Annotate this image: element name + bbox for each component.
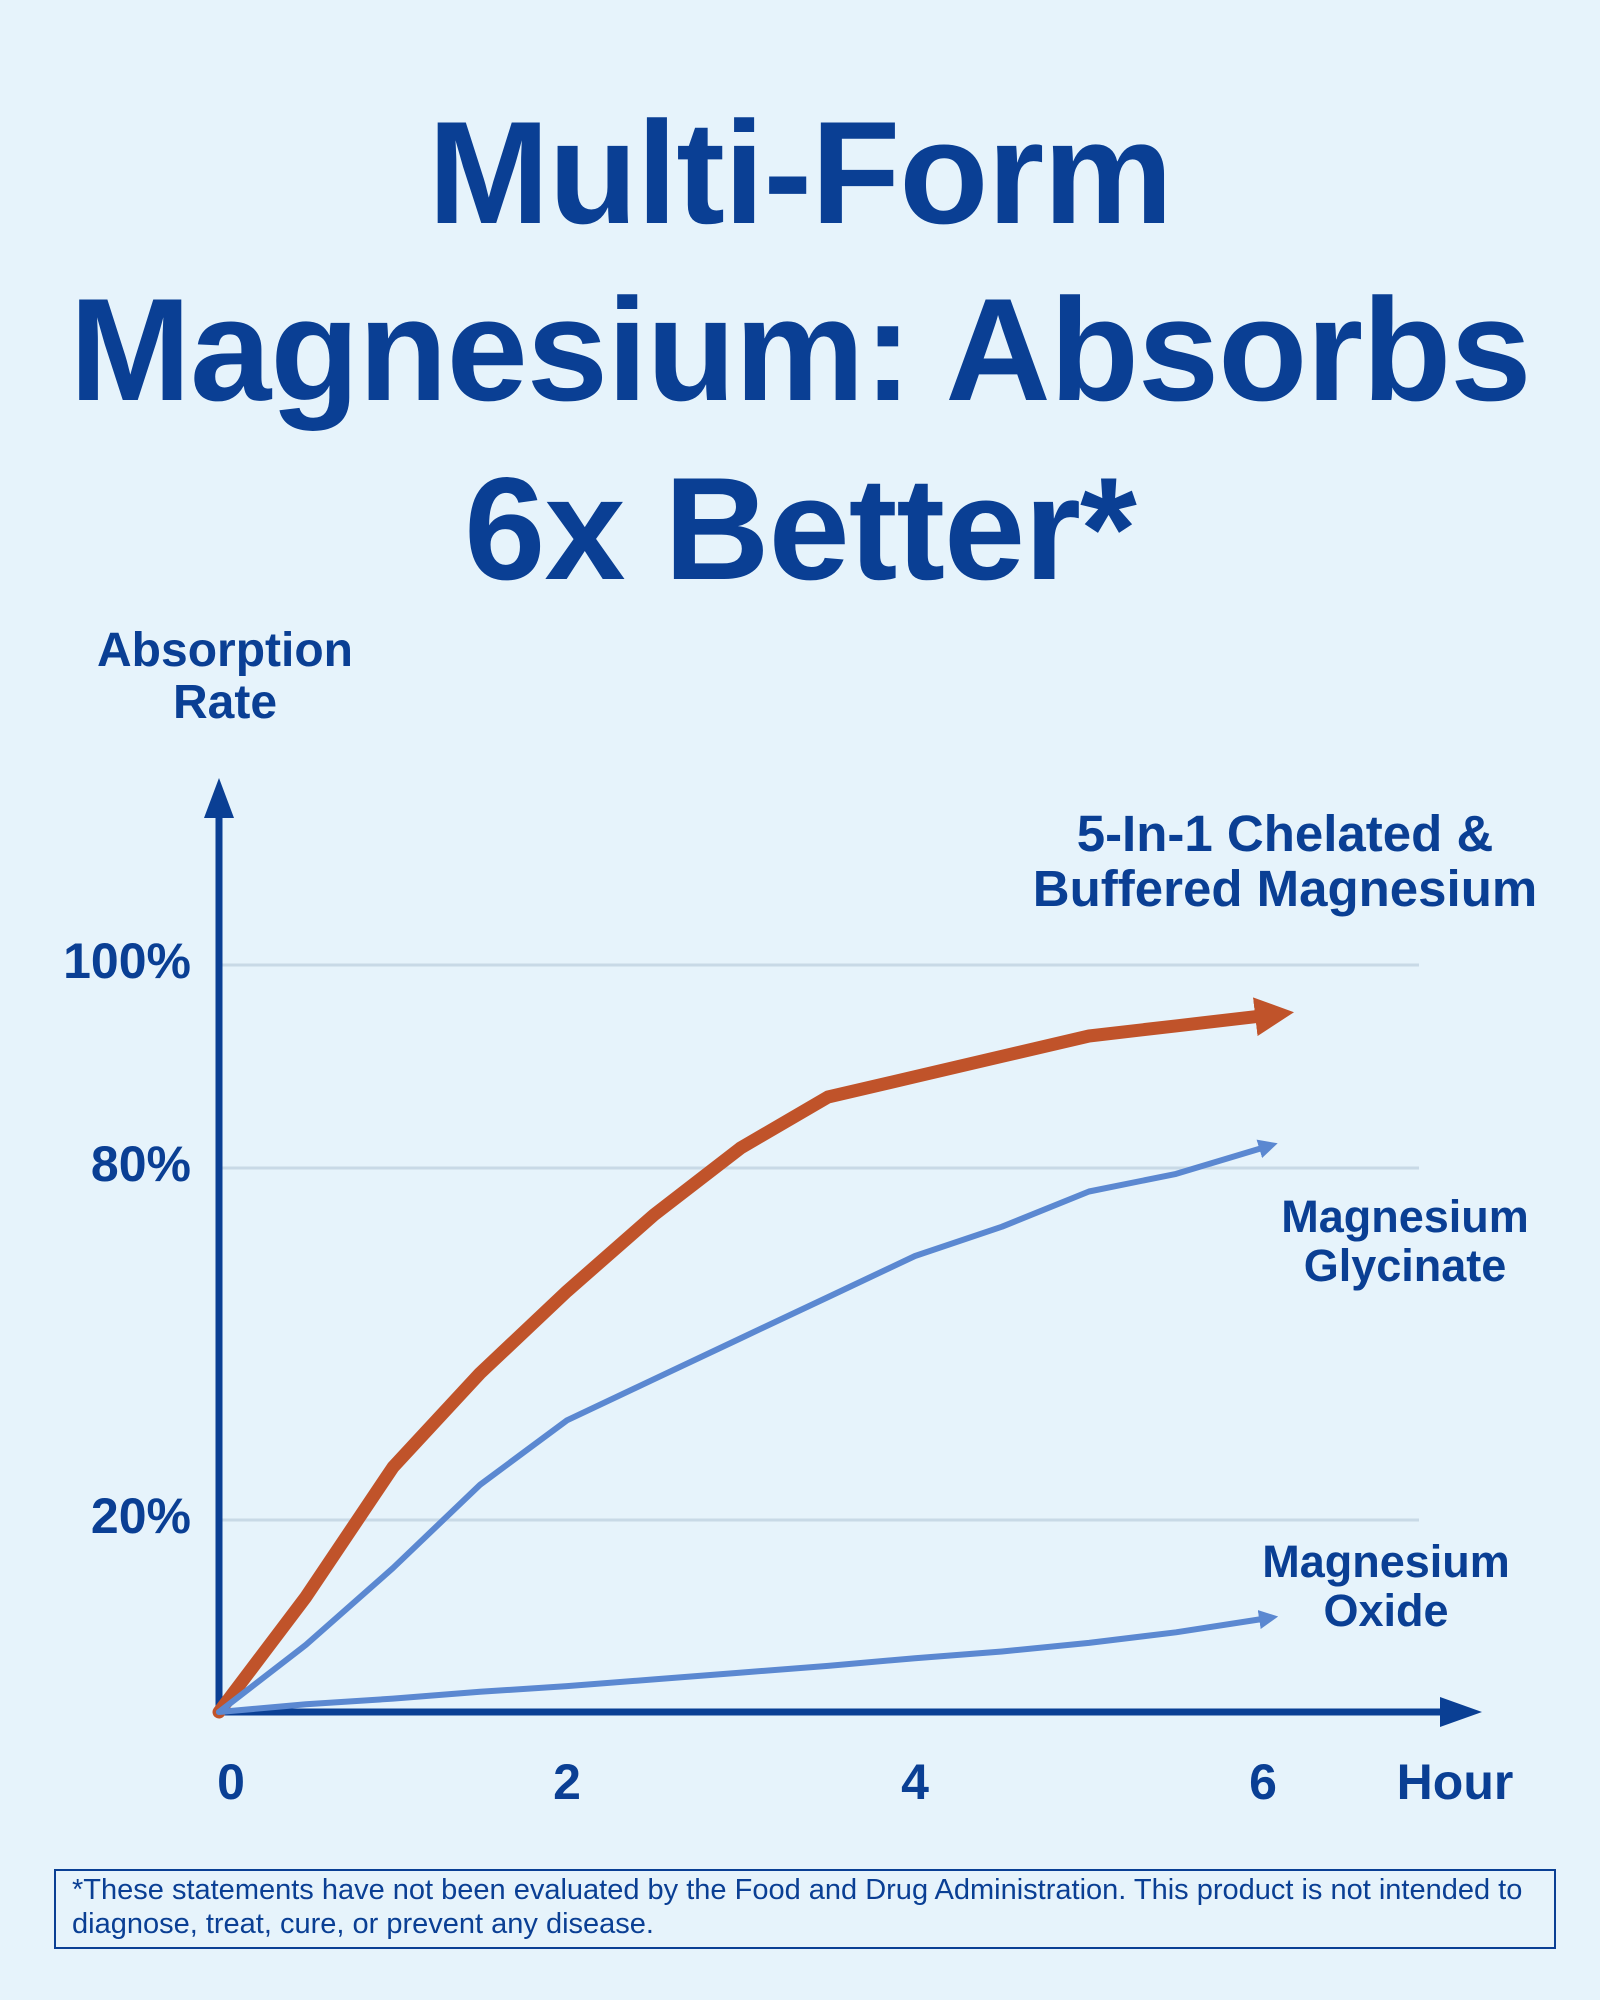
- series-label: 5-In-1 Chelated & Buffered Magnesium: [1032, 805, 1538, 918]
- x-tick-label: 2: [553, 1754, 581, 1810]
- y-tick-label: 20%: [91, 1488, 191, 1544]
- title-line: 6x Better*: [464, 447, 1137, 610]
- x-axis-label: Hour: [1397, 1754, 1514, 1810]
- title-line: Multi-Form: [427, 91, 1173, 254]
- series-line: [216, 1139, 1278, 1715]
- x-tick-label: 4: [901, 1754, 929, 1810]
- title-line: Magnesium: Absorbs: [69, 268, 1531, 431]
- x-tick-label: 0: [217, 1754, 245, 1810]
- y-axis-arrow: [204, 778, 234, 818]
- x-axis-arrow: [1440, 1697, 1482, 1727]
- series-label: Magnesium Glycinate: [1281, 1191, 1529, 1291]
- series-label: Magnesium Oxide: [1262, 1536, 1510, 1636]
- y-tick-label: 80%: [91, 1136, 191, 1192]
- x-tick-label: 6: [1249, 1754, 1277, 1810]
- y-axis-label: Absorption Rate: [97, 624, 353, 729]
- y-tick-label: 100%: [63, 933, 191, 989]
- footnote: *These statements have not been evaluate…: [54, 1869, 1556, 1949]
- series-line: [216, 1609, 1279, 1715]
- series-line: [212, 997, 1294, 1719]
